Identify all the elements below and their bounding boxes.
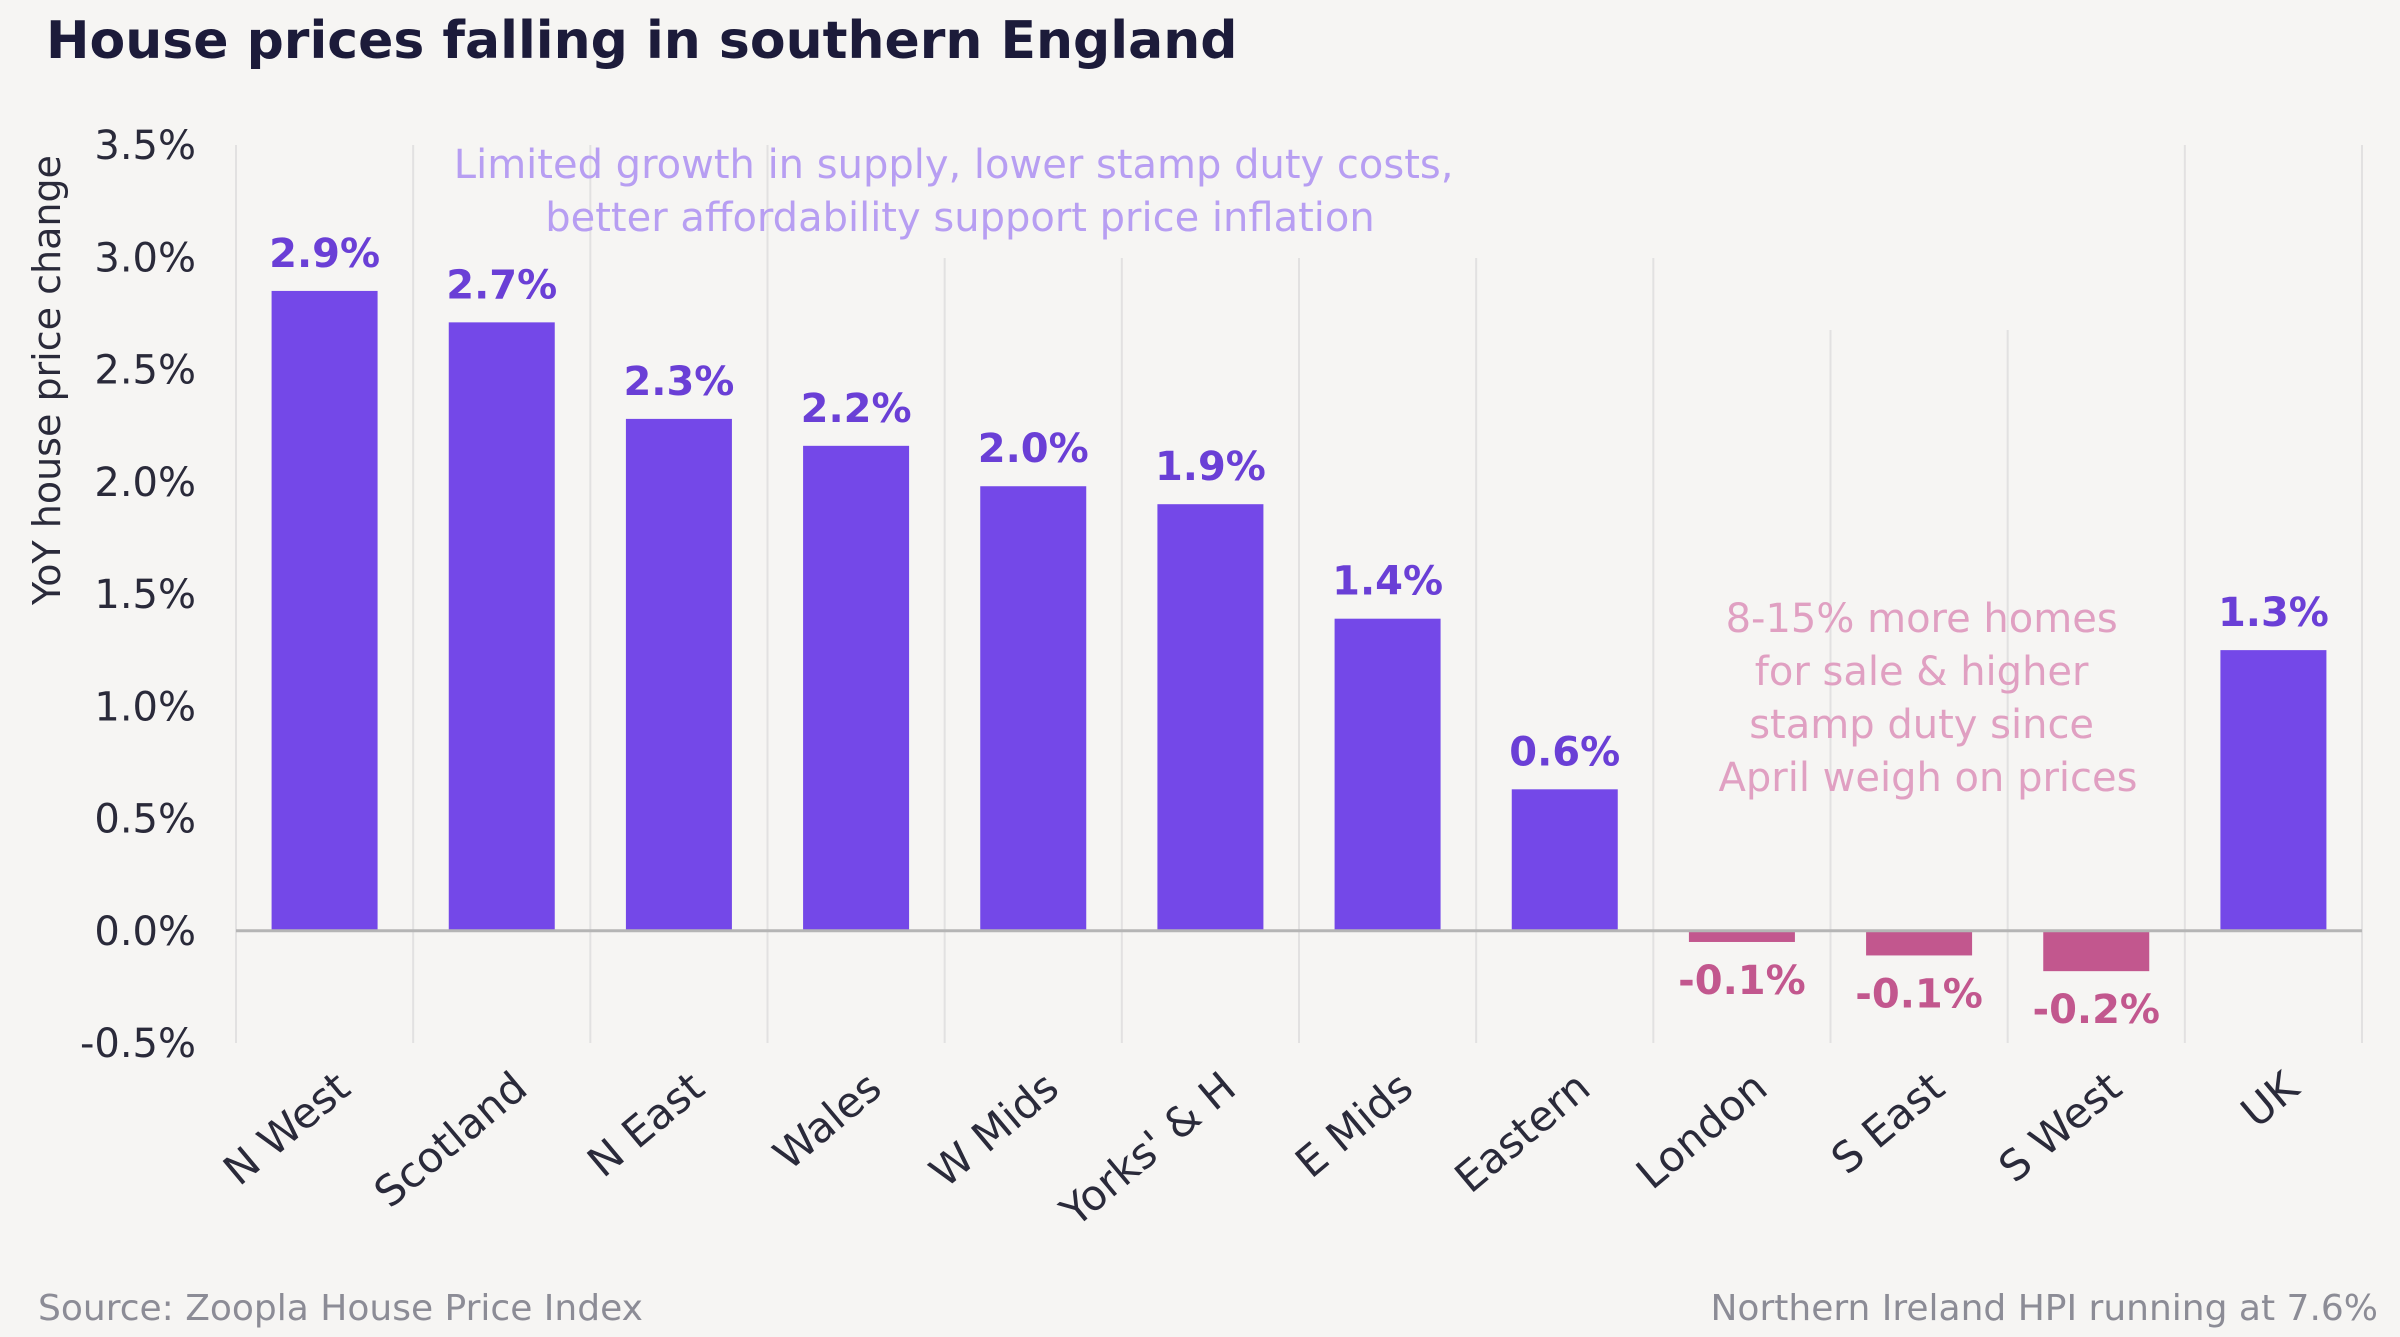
y-tick-label: 1.5% (94, 572, 196, 618)
bar-value-label: 2.3% (623, 359, 734, 405)
bar-s-west (2043, 930, 2150, 972)
bar-n-east (625, 418, 732, 931)
bar-wales (803, 445, 910, 931)
y-tick-label: 3.5% (94, 123, 196, 169)
y-tick-label: 2.0% (94, 460, 196, 506)
bar-value-label: -0.1% (1678, 958, 1806, 1004)
annotation-south-line-2: for sale & higher (1755, 649, 2089, 695)
y-axis-ticks: 3.5% 3.0% 2.5% 2.0% 1.5% 1.0% 0.5% 0.0% -0.5% (80, 123, 196, 1067)
bar-uk (2220, 650, 2327, 931)
bar-value-label: 2.9% (269, 231, 380, 277)
bar-e-mids (1334, 618, 1441, 931)
y-tick-label: 2.5% (94, 348, 196, 394)
y-tick-label: 0.5% (94, 797, 196, 843)
x-tick-label: London (1627, 1062, 1776, 1198)
annotation-south-line-4: April weigh on prices (1719, 755, 2138, 801)
bar-n-west (271, 290, 378, 931)
x-tick-label: S West (1989, 1062, 2130, 1192)
bar-w-mids (980, 486, 1087, 931)
annotation-south-line-3: stamp duty since (1749, 702, 2094, 748)
bar-value-labels: 2.9% 2.7% 2.3% 2.2% 2.0% 1.9% 1.4% 0.6% -0.1% -0.… (269, 231, 2329, 1033)
x-tick-label: Wales (764, 1062, 890, 1179)
source-note: Source: Zoopla House Price Index (38, 1288, 643, 1329)
bar-value-label: 2.0% (978, 426, 1089, 472)
x-tick-label: N East (578, 1062, 713, 1187)
bar-value-label: 1.9% (1155, 444, 1266, 490)
bar-value-label: 2.2% (801, 386, 912, 432)
bar-eastern (1511, 789, 1618, 931)
x-tick-label: E Mids (1286, 1062, 1422, 1187)
y-tick-label: 1.0% (94, 684, 196, 730)
x-tick-label: Scotland (365, 1062, 536, 1217)
bar-value-label: -0.2% (2032, 987, 2160, 1033)
northern-ireland-note: Northern Ireland HPI running at 7.6% (1711, 1288, 2379, 1329)
bar-value-label: 2.7% (446, 262, 557, 308)
bar-value-label: 0.6% (1509, 729, 1620, 775)
x-tick-label: W Mids (920, 1062, 1067, 1197)
y-tick-label: 3.0% (94, 235, 196, 281)
y-tick-label: -0.5% (80, 1021, 196, 1067)
bar-london (1688, 930, 1795, 942)
bar-yorks-h (1157, 504, 1264, 931)
x-tick-label: N West (214, 1062, 359, 1195)
annotation-supply: Limited growth in supply, lower stamp du… (454, 142, 1466, 241)
x-tick-label: Yorks' & H (1050, 1062, 1245, 1236)
y-axis-label: YoY house price change (25, 155, 69, 606)
x-tick-label: Eastern (1445, 1062, 1599, 1202)
x-tick-label: UK (2232, 1061, 2309, 1137)
bar-s-east (1866, 930, 1973, 956)
bar-value-label: 1.4% (1332, 559, 1443, 605)
annotation-south: 8-15% more homes for sale & higher stamp… (1719, 596, 2138, 801)
x-tick-label: S East (1822, 1062, 1954, 1184)
bar-value-label: 1.3% (2218, 590, 2329, 636)
y-tick-label: 0.0% (94, 909, 196, 955)
annotation-supply-line-1: Limited growth in supply, lower stamp du… (454, 142, 1454, 188)
annotation-south-line-1: 8-15% more homes (1726, 596, 2118, 642)
annotation-supply-line-2: better affordability support price infla… (545, 195, 1374, 241)
grid-lines (235, 145, 2363, 1043)
bar-scotland (448, 322, 555, 931)
bars (271, 290, 2327, 972)
bar-value-label: -0.1% (1855, 971, 1983, 1017)
chart-title: House prices falling in southern England (46, 11, 1237, 71)
